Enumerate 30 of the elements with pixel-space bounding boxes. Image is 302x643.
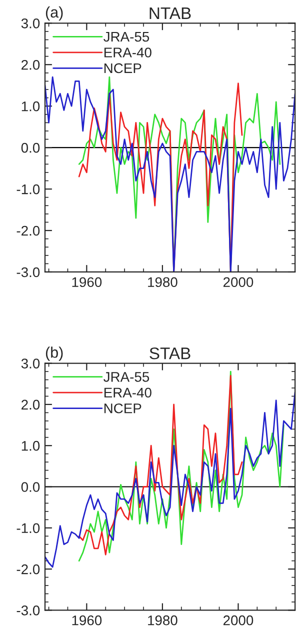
legend-label: NCEP [104, 403, 142, 414]
x-tick-label: 1980 [148, 277, 178, 288]
y-tick-label: 2.0 [22, 60, 40, 70]
y-tick-label: 0.0 [21, 482, 40, 492]
y-tick-label: -1.0 [16, 184, 40, 194]
chart-title: NTAB [150, 8, 191, 19]
x-tick-label: 1980 [148, 615, 178, 626]
x-tick-label: 2000 [223, 277, 254, 288]
legend-label: ERA-40 [104, 48, 152, 58]
x-tick-label: 1960 [72, 277, 102, 288]
x-tick-label: 2000 [223, 615, 254, 626]
legend-label: JRA-55 [104, 372, 150, 382]
text: (b) [46, 346, 63, 361]
legend-label: NCEP [104, 63, 142, 74]
y-tick-label: -2.0 [16, 226, 40, 236]
legend-label: ERA-40 [104, 388, 152, 398]
y-tick-label: 2.0 [22, 400, 40, 410]
y-tick-label: -1.0 [16, 523, 40, 534]
y-tick-label: 1.0 [22, 101, 40, 112]
text: (a) [46, 6, 63, 21]
y-tick-label: -3.0 [16, 606, 40, 616]
y-tick-label: -2.0 [16, 564, 40, 574]
x-tick-label: 1960 [72, 615, 102, 626]
y-tick-label: 3.0 [21, 18, 40, 28]
y-tick-label: 0.0 [21, 142, 40, 153]
y-tick-label: -3.0 [16, 267, 40, 278]
chart-title: STAB [150, 347, 190, 360]
y-tick-label: 1.0 [22, 440, 40, 451]
y-tick-label: 3.0 [21, 358, 40, 368]
legend-label: JRA-55 [104, 32, 150, 42]
